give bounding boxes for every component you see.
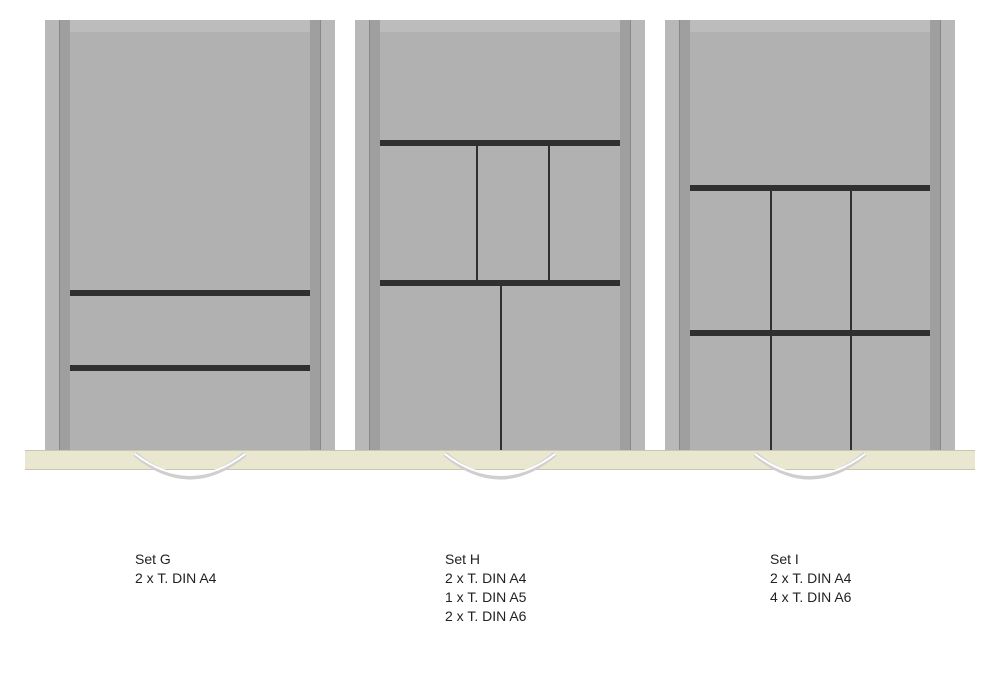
wall-right [619, 20, 630, 450]
divider-vertical [850, 191, 852, 450]
caption-line: 2 x T. DIN A4 [770, 569, 851, 588]
caption-title: Set G [135, 550, 216, 569]
divider-horizontal [690, 185, 930, 191]
drawer-interior [380, 20, 620, 450]
drawer-set-g [45, 20, 335, 450]
diagram-stage: Set G 2 x T. DIN A4 Set H 2 x T. DIN A4 … [0, 0, 1000, 680]
caption-title: Set H [445, 550, 526, 569]
divider-horizontal [70, 290, 310, 296]
rail-right [940, 20, 955, 450]
divider-vertical [500, 286, 502, 450]
caption-line: 1 x T. DIN A5 [445, 588, 526, 607]
drawer-interior [70, 20, 310, 450]
caption-set-i: Set I 2 x T. DIN A4 4 x T. DIN A6 [770, 550, 851, 607]
drawer-front [335, 450, 665, 470]
caption-title: Set I [770, 550, 851, 569]
divider-horizontal [690, 330, 930, 336]
rail-right [630, 20, 645, 450]
caption-set-h: Set H 2 x T. DIN A4 1 x T. DIN A5 2 x T.… [445, 550, 526, 626]
caption-line: 2 x T. DIN A6 [445, 607, 526, 626]
interior-highlight [70, 20, 310, 32]
drawer [45, 20, 335, 450]
interior-highlight [690, 20, 930, 32]
divider-horizontal [380, 140, 620, 146]
caption-line: 2 x T. DIN A4 [445, 569, 526, 588]
divider-horizontal [70, 365, 310, 371]
rail-left [45, 20, 60, 450]
drawer [355, 20, 645, 450]
drawer-interior [690, 20, 930, 450]
wall-right [929, 20, 940, 450]
caption-set-g: Set G 2 x T. DIN A4 [135, 550, 216, 588]
divider-vertical [548, 146, 550, 280]
drawer [665, 20, 955, 450]
drawer-set-i [665, 20, 955, 450]
rail-left [355, 20, 370, 450]
divider-vertical [770, 191, 772, 450]
rail-right [320, 20, 335, 450]
rail-left [665, 20, 680, 450]
caption-line: 2 x T. DIN A4 [135, 569, 216, 588]
wall-right [309, 20, 320, 450]
interior-highlight [380, 20, 620, 32]
drawer-front [645, 450, 975, 470]
drawer-front [25, 450, 355, 470]
caption-line: 4 x T. DIN A6 [770, 588, 851, 607]
drawer-set-h [355, 20, 645, 450]
divider-vertical [476, 146, 478, 280]
